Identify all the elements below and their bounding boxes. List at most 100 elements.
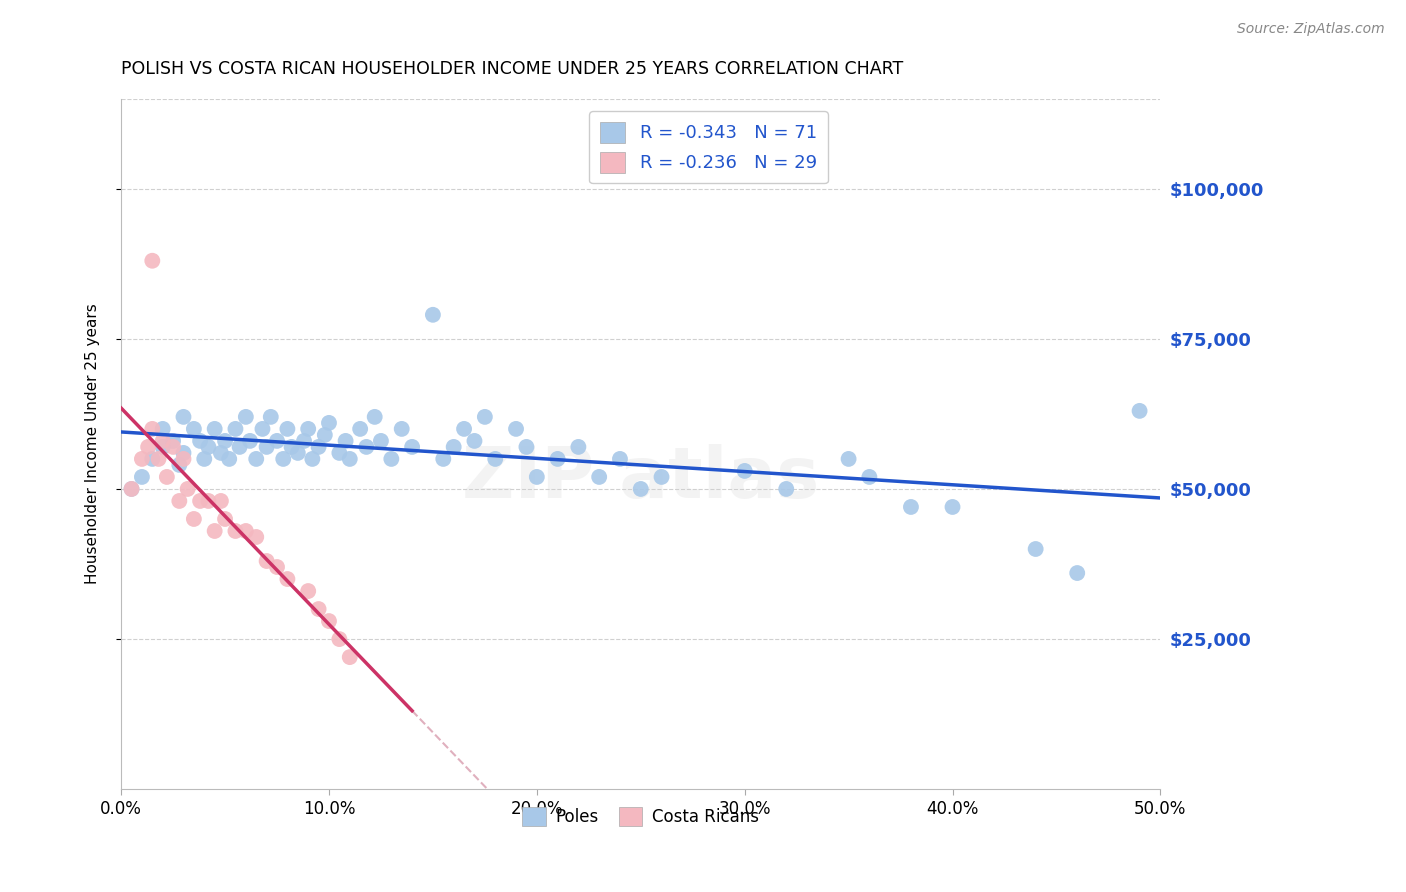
Point — [609, 451, 631, 466]
Point — [453, 422, 475, 436]
Point — [152, 422, 174, 436]
Point — [328, 632, 350, 646]
Point — [292, 434, 315, 448]
Point — [141, 451, 163, 466]
Point — [297, 584, 319, 599]
Point — [169, 458, 191, 472]
Point — [252, 422, 274, 436]
Point — [148, 451, 170, 466]
Point — [204, 524, 226, 538]
Point — [276, 572, 298, 586]
Point — [173, 446, 195, 460]
Point — [588, 470, 610, 484]
Point — [432, 451, 454, 466]
Point — [266, 560, 288, 574]
Point — [651, 470, 673, 484]
Point — [141, 253, 163, 268]
Point — [188, 434, 211, 448]
Legend: Poles, Costa Ricans: Poles, Costa Ricans — [516, 800, 766, 833]
Text: Source: ZipAtlas.com: Source: ZipAtlas.com — [1237, 22, 1385, 37]
Text: POLISH VS COSTA RICAN HOUSEHOLDER INCOME UNDER 25 YEARS CORRELATION CHART: POLISH VS COSTA RICAN HOUSEHOLDER INCOME… — [121, 60, 904, 78]
Point — [734, 464, 756, 478]
Point — [197, 494, 219, 508]
Point — [204, 422, 226, 436]
Point — [136, 440, 159, 454]
Point — [121, 482, 143, 496]
Point — [328, 446, 350, 460]
Point — [235, 409, 257, 424]
Point — [838, 451, 860, 466]
Point — [173, 451, 195, 466]
Point — [900, 500, 922, 514]
Point — [356, 440, 378, 454]
Point — [380, 451, 402, 466]
Point — [245, 451, 267, 466]
Point — [260, 409, 283, 424]
Point — [152, 434, 174, 448]
Point — [349, 422, 371, 436]
Point — [141, 422, 163, 436]
Y-axis label: Householder Income Under 25 years: Householder Income Under 25 years — [86, 303, 100, 584]
Point — [308, 440, 330, 454]
Point — [526, 470, 548, 484]
Point — [214, 434, 236, 448]
Point — [188, 494, 211, 508]
Point — [169, 494, 191, 508]
Point — [162, 440, 184, 454]
Point — [318, 416, 340, 430]
Point — [1129, 404, 1152, 418]
Point — [515, 440, 537, 454]
Point — [1025, 541, 1047, 556]
Point — [505, 422, 527, 436]
Point — [335, 434, 357, 448]
Point — [209, 446, 232, 460]
Point — [183, 422, 205, 436]
Point — [364, 409, 387, 424]
Point — [339, 650, 361, 665]
Point — [121, 482, 143, 496]
Point — [314, 428, 336, 442]
Point — [318, 614, 340, 628]
Point — [547, 451, 569, 466]
Point — [941, 500, 963, 514]
Point — [152, 440, 174, 454]
Point — [280, 440, 302, 454]
Point — [463, 434, 485, 448]
Point — [131, 451, 153, 466]
Point — [224, 422, 246, 436]
Point — [193, 451, 215, 466]
Point — [131, 470, 153, 484]
Point — [391, 422, 413, 436]
Point — [245, 530, 267, 544]
Point — [297, 422, 319, 436]
Point — [630, 482, 652, 496]
Point — [339, 451, 361, 466]
Point — [209, 494, 232, 508]
Point — [858, 470, 880, 484]
Point — [301, 451, 323, 466]
Point — [401, 440, 423, 454]
Point — [224, 524, 246, 538]
Point — [197, 440, 219, 454]
Point — [256, 554, 278, 568]
Point — [775, 482, 797, 496]
Point — [228, 440, 250, 454]
Point — [162, 434, 184, 448]
Point — [235, 524, 257, 538]
Point — [271, 451, 294, 466]
Point — [156, 470, 179, 484]
Point — [256, 440, 278, 454]
Point — [214, 512, 236, 526]
Point — [567, 440, 589, 454]
Point — [239, 434, 262, 448]
Point — [370, 434, 392, 448]
Point — [183, 512, 205, 526]
Point — [474, 409, 496, 424]
Text: ZIP atlas: ZIP atlas — [463, 444, 820, 513]
Point — [266, 434, 288, 448]
Point — [443, 440, 465, 454]
Point — [308, 602, 330, 616]
Point — [173, 409, 195, 424]
Point — [276, 422, 298, 436]
Point — [176, 482, 198, 496]
